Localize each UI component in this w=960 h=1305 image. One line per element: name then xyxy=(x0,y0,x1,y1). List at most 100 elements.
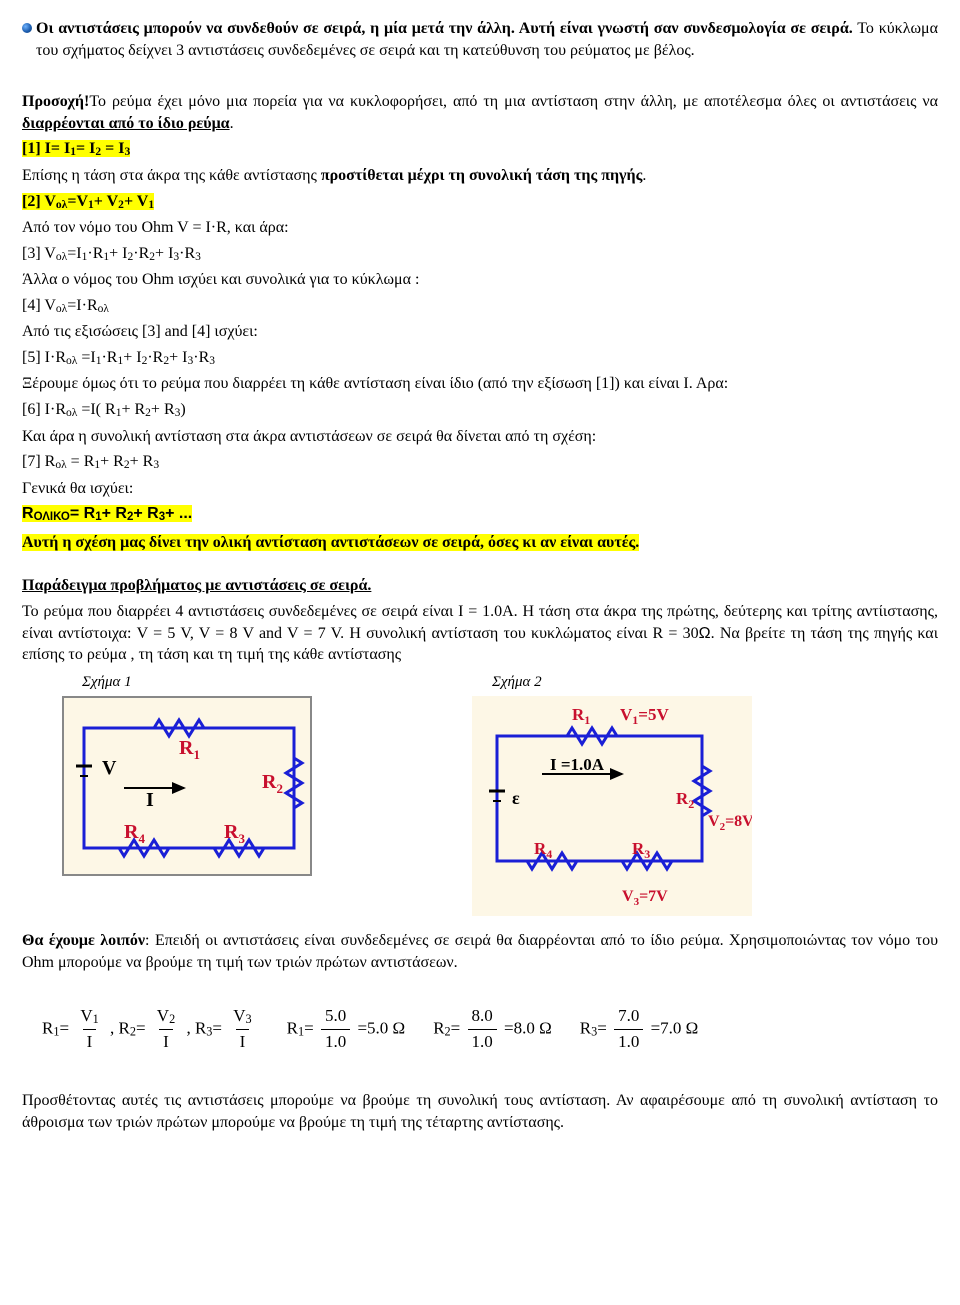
c1-V: V xyxy=(102,757,117,779)
eq7-b: = R xyxy=(67,453,95,470)
intro-paragraph: Οι αντιστάσεις μπορούν να συνδεθούν σε σ… xyxy=(22,18,938,65)
eq5-f: + I xyxy=(169,349,187,366)
eq2-a: [2] V xyxy=(22,193,56,210)
eq4-a: [4] V xyxy=(22,297,56,314)
eq1: [1] I= I1= I2 = I3 xyxy=(22,138,938,161)
d1: I xyxy=(83,1029,97,1054)
epi-a: Επίσης η τάση στα άκρα της κάθε αντίστασ… xyxy=(22,167,321,184)
attention: Προσοχή!Το ρεύμα έχει μόνο μια πορεία γι… xyxy=(22,91,938,134)
figure-row: Σχήμα 1 xyxy=(62,670,938,916)
f1n: 5.0 xyxy=(321,1005,350,1029)
rtot-a: R xyxy=(22,505,34,522)
eq5-d: + I xyxy=(123,349,141,366)
eq6-d: + R xyxy=(151,401,175,418)
example-body: Το ρεύμα που διαρρέει 4 αντιστάσεις συνδ… xyxy=(22,601,938,666)
circuit-1-svg: V I R1 R2 R3 R4 xyxy=(64,698,314,878)
figure-1-caption: Σχήμα 1 xyxy=(82,672,312,692)
eq3-b: =I xyxy=(67,245,81,262)
ohm2: Άλλα ο νόμος του Ohm ισχύει και συνολικά… xyxy=(22,269,938,291)
know: Ξέρουμε όμως ότι το ρεύμα που διαρρέει τ… xyxy=(22,373,938,395)
f1r: =5.0 Ω xyxy=(357,1019,405,1038)
conclusion: Αυτή η σχέση μας δίνει την ολική αντίστα… xyxy=(22,532,938,554)
eq3-d: + I xyxy=(109,245,127,262)
eq1-a: [1] I= I xyxy=(22,140,70,157)
intro-bold: Οι αντιστάσεις μπορούν να συνδεθούν σε σ… xyxy=(36,20,853,37)
eq7-d: + R xyxy=(130,453,154,470)
rtot-d: + R xyxy=(133,505,158,522)
f2r: =8.0 Ω xyxy=(504,1019,552,1038)
equations-row: R1= V1I , R2= V2I , R3= V3I R1= 5.01.0 =… xyxy=(42,1005,938,1054)
gen: Γενικά θα ισχύει: xyxy=(22,478,938,500)
eq-r1: R1= 5.01.0 =5.0 Ω xyxy=(287,1005,406,1054)
circuit-2-svg: ε I =1.0A R1 V1=5V R2 V2=8V R3 V3=7V R4 xyxy=(472,696,752,916)
svg-text:V2=8V: V2=8V xyxy=(708,813,752,833)
eq1-c: = I xyxy=(101,140,124,157)
and: Και άρα η συνολική αντίσταση στα άκρα αν… xyxy=(22,426,938,448)
f1d: 1.0 xyxy=(321,1029,350,1054)
example-title: Παράδειγμα προβλήματος με αντιστάσεις σε… xyxy=(22,575,938,597)
n2: 2 xyxy=(169,1012,175,1026)
bullet-icon xyxy=(22,23,32,33)
rtot-e: + ... xyxy=(165,505,192,522)
sol-b: : Επειδή οι αντιστάσεις είναι συνδεδεμέν… xyxy=(22,932,938,971)
conclusion-text: Αυτή η σχέση μας δίνει την ολική αντίστα… xyxy=(22,534,639,551)
eq5-c: ·R xyxy=(101,349,117,366)
eq2: [2] Vολ=V1+ V2+ V1 xyxy=(22,191,938,214)
circuit-1: V I R1 R2 R3 R4 xyxy=(62,696,312,876)
eq3-c: ·R xyxy=(87,245,103,262)
example-title-text: Παράδειγμα προβλήματος με αντιστάσεις σε… xyxy=(22,577,371,594)
svg-text:R2: R2 xyxy=(676,789,694,811)
eq6: [6] I·Rολ =I( R1+ R2+ R3) xyxy=(22,399,938,422)
eq3-e: ·R xyxy=(133,245,149,262)
d2: I xyxy=(159,1029,173,1054)
svg-text:R4: R4 xyxy=(124,821,145,846)
ohm1: Από τον νόμο του Ohm V = I·R, και άρα: xyxy=(22,217,938,239)
f3d: 1.0 xyxy=(614,1029,643,1054)
eq2-d: + V xyxy=(124,193,148,210)
svg-text:ε: ε xyxy=(512,788,520,808)
n3: 3 xyxy=(246,1012,252,1026)
rtot-sub: ΟΛΙΚΟ xyxy=(34,511,70,523)
eq6-e: ) xyxy=(180,401,185,418)
eq5-a: [5] I·R xyxy=(22,349,66,366)
svg-text:R3: R3 xyxy=(224,821,245,846)
epi-b: προστίθεται μέχρι τη συνολική τάση της π… xyxy=(321,167,643,184)
attention-label: Προσοχή! xyxy=(22,93,89,110)
svg-text:R2: R2 xyxy=(262,771,283,796)
svg-text:R1: R1 xyxy=(572,705,590,727)
sol-a: Θα έχουμε λοιπόν xyxy=(22,932,145,949)
eq6-c: + R xyxy=(121,401,145,418)
eq7-a: [7] R xyxy=(22,453,55,470)
d3: I xyxy=(236,1029,250,1054)
attention-end: . xyxy=(230,115,234,132)
svg-text:R1: R1 xyxy=(179,737,200,762)
figure-1-col: Σχήμα 1 xyxy=(62,670,312,916)
circuit-2: ε I =1.0A R1 V1=5V R2 V2=8V R3 V3=7V R4 xyxy=(472,696,752,916)
eq5-g: ·R xyxy=(193,349,209,366)
eq7: [7] Rολ = R1+ R2+ R3 xyxy=(22,451,938,474)
attention-t1: Το ρεύμα έχει μόνο μια πορεία για να κυκ… xyxy=(89,93,938,110)
eq2-b: =V xyxy=(67,193,88,210)
eq1-b: = I xyxy=(76,140,95,157)
line-epi: Επίσης η τάση στα άκρα της κάθε αντίστασ… xyxy=(22,165,938,187)
omega-icon: Ω xyxy=(699,625,711,642)
eq3: [3] Vολ=I1·R1+ I2·R2+ I3·R3 xyxy=(22,243,938,266)
rtot: RΟΛΙΚΟ= R1+ R2+ R3+ ... xyxy=(22,503,938,526)
figure-2-caption: Σχήμα 2 xyxy=(492,672,752,692)
eq5-b: =I xyxy=(77,349,95,366)
eq6-a: [6] I·R xyxy=(22,401,66,418)
eq7-c: + R xyxy=(100,453,124,470)
eq3-f: + I xyxy=(155,245,173,262)
eq4-b: =I·R xyxy=(67,297,97,314)
solution-lead: Θα έχουμε λοιπόν: Επειδή οι αντιστάσεις … xyxy=(22,930,938,973)
c1-I: I xyxy=(146,789,154,811)
f3r: =7.0 Ω xyxy=(651,1019,699,1038)
f2n: 8.0 xyxy=(468,1005,497,1029)
attention-underline: διαρρέονται από το ίδιο ρεύμα xyxy=(22,115,230,132)
svg-text:R4: R4 xyxy=(534,839,552,861)
eq5: [5] I·Rολ =I1·R1+ I2·R2+ I3·R3 xyxy=(22,347,938,370)
eq3-a: [3] V xyxy=(22,245,56,262)
rtot-b: = R xyxy=(70,505,95,522)
f2d: 1.0 xyxy=(468,1029,497,1054)
figure-2-col: Σχήμα 2 xyxy=(472,670,752,916)
